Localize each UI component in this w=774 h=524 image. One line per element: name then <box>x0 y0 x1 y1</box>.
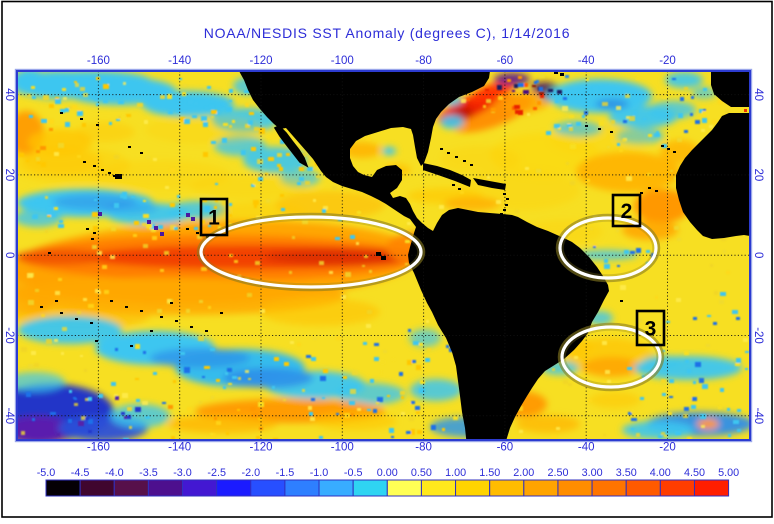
svg-text:3.50: 3.50 <box>616 467 637 479</box>
svg-text:1.00: 1.00 <box>445 467 466 479</box>
svg-text:-3.5: -3.5 <box>139 467 158 479</box>
svg-text:0: 0 <box>3 252 15 258</box>
svg-text:-3.0: -3.0 <box>173 467 192 479</box>
svg-text:2: 2 <box>621 200 633 223</box>
svg-text:-20: -20 <box>752 327 764 344</box>
svg-text:-100: -100 <box>331 55 354 67</box>
svg-text:4.50: 4.50 <box>684 467 705 479</box>
svg-text:1: 1 <box>208 207 220 230</box>
svg-text:-20: -20 <box>659 55 676 67</box>
svg-text:-1.5: -1.5 <box>276 467 295 479</box>
svg-text:-60: -60 <box>497 55 514 67</box>
svg-text:-160: -160 <box>87 55 110 67</box>
svg-text:20: 20 <box>3 169 15 182</box>
svg-text:-140: -140 <box>168 55 191 67</box>
svg-text:-20: -20 <box>659 442 676 454</box>
svg-text:-40: -40 <box>752 407 764 424</box>
svg-text:-140: -140 <box>168 442 191 454</box>
svg-text:3: 3 <box>645 318 657 341</box>
svg-text:-2.0: -2.0 <box>241 467 260 479</box>
svg-text:-80: -80 <box>415 442 432 454</box>
svg-text:-120: -120 <box>249 55 272 67</box>
svg-text:2.50: 2.50 <box>547 467 568 479</box>
svg-text:-80: -80 <box>415 55 432 67</box>
svg-text:-0.5: -0.5 <box>344 467 363 479</box>
svg-text:40: 40 <box>3 88 15 101</box>
svg-text:-40: -40 <box>578 55 595 67</box>
svg-text:40: 40 <box>752 88 764 101</box>
svg-text:0.00: 0.00 <box>377 467 398 479</box>
svg-text:5.00: 5.00 <box>718 467 739 479</box>
svg-text:-1.0: -1.0 <box>310 467 329 479</box>
svg-text:-20: -20 <box>3 327 15 344</box>
svg-text:-4.5: -4.5 <box>71 467 90 479</box>
svg-text:20: 20 <box>752 169 764 182</box>
svg-text:-5.0: -5.0 <box>37 467 56 479</box>
svg-text:-120: -120 <box>249 442 272 454</box>
svg-text:0.50: 0.50 <box>411 467 432 479</box>
svg-text:-100: -100 <box>331 442 354 454</box>
svg-text:-40: -40 <box>578 442 595 454</box>
svg-text:NOAA/NESDIS SST Anomaly (degre: NOAA/NESDIS SST Anomaly (degrees C), 1/1… <box>204 25 571 41</box>
svg-text:2.00: 2.00 <box>513 467 534 479</box>
svg-text:-4.0: -4.0 <box>105 467 124 479</box>
svg-text:-2.5: -2.5 <box>207 467 226 479</box>
svg-text:4.00: 4.00 <box>650 467 671 479</box>
svg-text:-60: -60 <box>497 442 514 454</box>
svg-text:3.00: 3.00 <box>582 467 603 479</box>
svg-text:-40: -40 <box>3 407 15 424</box>
svg-text:1.50: 1.50 <box>479 467 500 479</box>
svg-text:0: 0 <box>752 252 764 258</box>
svg-text:-160: -160 <box>87 442 110 454</box>
